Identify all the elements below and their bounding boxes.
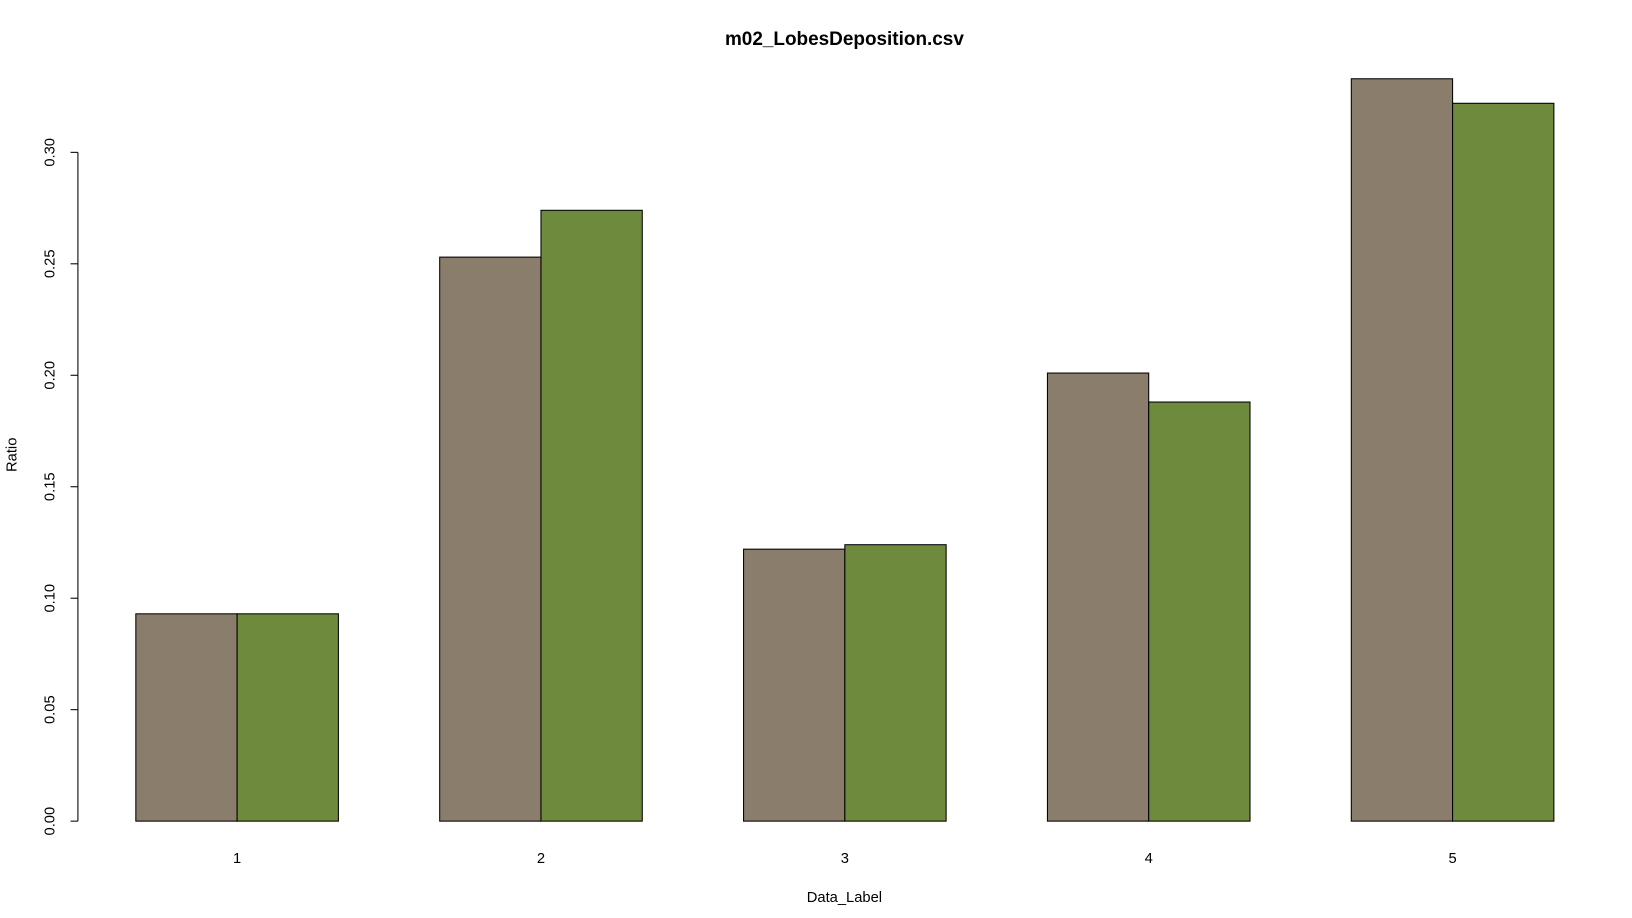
x-axis-label: Data_Label (807, 890, 882, 906)
y-tick-label: 0.30 (42, 138, 58, 167)
x-tick-label: 2 (537, 851, 545, 867)
bar (439, 256, 542, 822)
x-tick-label: 4 (1145, 851, 1153, 867)
chart-title: m02_LobesDeposition.csv (725, 29, 964, 50)
bar (743, 548, 846, 822)
bar (1350, 78, 1454, 822)
x-tick-label: 5 (1448, 851, 1456, 867)
bar (1046, 372, 1150, 822)
bar (540, 209, 643, 822)
bar (844, 544, 947, 822)
y-axis-label: Ratio (5, 438, 21, 472)
y-tick-label: 0.25 (42, 249, 58, 278)
x-tick-label: 1 (233, 851, 241, 867)
y-tick-label: 0.00 (42, 807, 58, 836)
bar (135, 613, 238, 822)
y-tick-label: 0.15 (42, 472, 58, 501)
x-tick-label: 3 (841, 851, 849, 867)
y-tick-label: 0.05 (42, 695, 58, 724)
bar (236, 613, 339, 822)
bar (1452, 102, 1555, 822)
bar (1148, 401, 1251, 822)
y-tick-label: 0.20 (42, 361, 58, 390)
y-tick-label: 0.10 (42, 584, 58, 613)
